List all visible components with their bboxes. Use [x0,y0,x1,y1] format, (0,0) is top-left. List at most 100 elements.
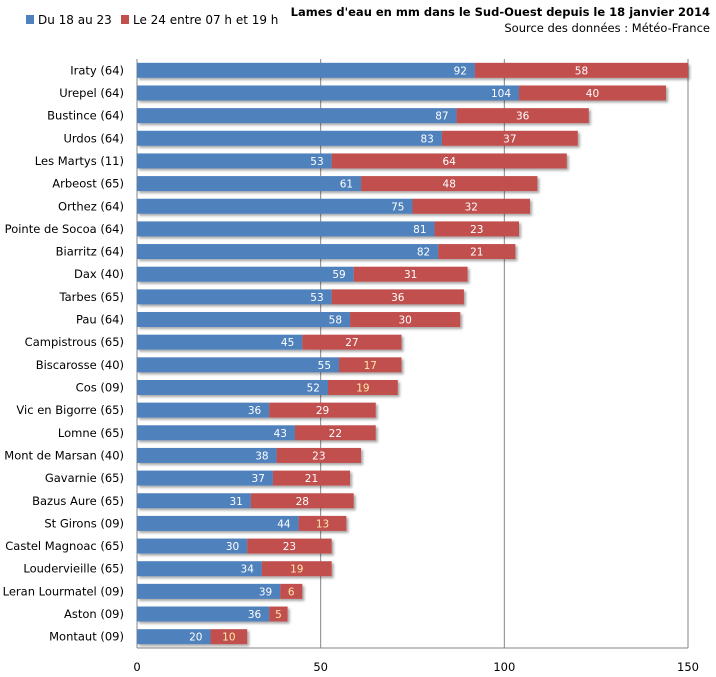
data-label: 58 [575,65,588,77]
category-label: Loudervieille (65) [23,562,124,576]
bar-segment-series-1 [137,583,281,599]
bar-group [137,153,567,169]
category-label: Urdos (64) [63,131,124,145]
bar-segment-series-2 [474,62,688,78]
bar-segment-series-1 [137,108,457,124]
data-label: 64 [443,156,457,168]
x-tick-label: 50 [313,660,328,674]
bar-group [137,266,468,282]
bar-segment-series-1 [137,447,277,463]
bar-group [137,402,376,418]
data-label: 81 [413,224,426,236]
bar-group [137,244,516,260]
category-label: St Girons (09) [44,516,124,530]
bar-segment-series-2 [350,312,461,328]
category-label: Biarritz (64) [56,245,124,259]
data-label: 75 [391,201,404,213]
category-label: Orthez (64) [58,199,124,213]
bar-segment-series-2 [331,153,567,169]
bar-segment-series-2 [339,357,402,373]
data-label: 17 [364,360,377,372]
bar-segment-series-1 [137,176,362,192]
data-label: 39 [259,586,272,598]
category-label: Biscarosse (40) [36,358,124,372]
bar-segment-series-2 [456,108,589,124]
data-label: 21 [470,247,483,259]
bar-segment-series-1 [137,493,251,509]
data-label: 92 [454,65,467,77]
data-label: 36 [248,609,262,621]
category-label: Bustince (64) [47,109,124,123]
data-label: 31 [229,496,242,508]
bar-group [137,357,402,373]
bar-group [137,515,347,531]
bar-segment-series-1 [137,402,270,418]
bar-group [137,85,666,101]
data-label: 61 [340,179,353,191]
data-label: 6 [288,586,295,598]
data-label: 59 [332,269,345,281]
bar-group [137,176,538,192]
bar-segment-series-2 [434,221,520,237]
data-label: 40 [586,88,599,100]
x-tick-label: 100 [493,660,515,674]
data-label: 53 [310,156,323,168]
bar-segment-series-1 [137,470,273,486]
data-label: 20 [189,632,202,644]
bar-segment-series-1 [137,130,442,146]
bar-segment-series-1 [137,289,332,305]
category-label: Montaut (09) [49,630,124,644]
category-label: Leran Lourmatel (09) [3,584,124,598]
bar-segment-series-2 [276,447,362,463]
data-label: 82 [417,247,430,259]
data-label: 36 [391,292,405,304]
data-label: 32 [465,201,478,213]
data-label: 21 [305,473,318,485]
data-label: 28 [296,496,309,508]
data-label: 29 [316,405,329,417]
data-label: 10 [222,632,235,644]
bar-group [137,108,589,124]
category-label: Gavarnie (65) [45,471,124,485]
bar-group [137,538,332,554]
data-label: 44 [277,518,291,530]
bar-segment-series-1 [137,266,354,282]
category-label: Urepel (64) [59,86,124,100]
data-label: 30 [398,315,411,327]
category-label: Iraty (64) [70,63,124,77]
bar-segment-series-2 [353,266,468,282]
bar-group [137,130,578,146]
category-label: Vic en Bigorre (65) [16,403,124,417]
bar-segment-series-1 [137,198,413,214]
data-label: 38 [255,450,268,462]
data-label: 27 [345,337,358,349]
bar-segment-series-1 [137,425,295,441]
data-label: 45 [281,337,294,349]
bar-segment-series-1 [137,538,248,554]
category-label: Bazus Aure (65) [32,494,124,508]
data-label: 5 [275,609,282,621]
legend-label-series-2: Le 24 entre 07 h et 19 h [133,13,278,27]
data-label: 48 [443,179,456,191]
category-label: Cos (09) [76,380,124,394]
data-label: 104 [491,88,511,100]
category-label: Mont de Marsan (40) [4,448,124,462]
category-label: Arbeost (65) [52,177,124,191]
bar-segment-series-1 [137,62,475,78]
bar-segment-series-1 [137,244,439,260]
bar-segment-series-2 [210,629,248,645]
bar-segment-series-1 [137,379,329,395]
x-tick-label: 0 [133,660,140,674]
category-label: Les Martys (11) [35,154,124,168]
data-label: 31 [404,269,417,281]
data-label: 23 [283,541,296,553]
bar-segment-series-1 [137,515,299,531]
category-label: Dax (40) [74,267,124,281]
data-label: 87 [435,111,448,123]
bar-segment-series-2 [441,130,578,146]
bar-group [137,493,354,509]
bar-segment-series-1 [137,357,340,373]
bar-group [137,289,464,305]
